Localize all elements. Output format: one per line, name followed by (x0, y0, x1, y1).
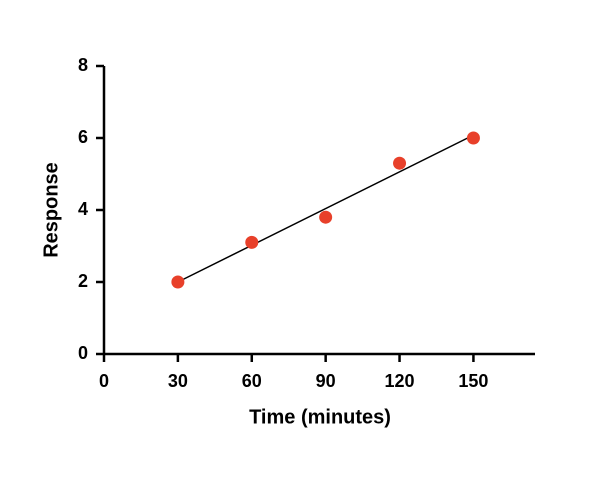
x-tick-label: 120 (385, 371, 415, 391)
y-tick-label: 2 (78, 271, 88, 291)
x-tick-label: 150 (458, 371, 488, 391)
data-point (319, 210, 333, 224)
y-tick-label: 0 (78, 343, 88, 363)
x-tick-label: 0 (99, 371, 109, 391)
data-point (245, 235, 259, 249)
y-tick-label: 4 (78, 199, 88, 219)
data-point (171, 275, 185, 289)
y-axis-label: Response (40, 162, 62, 258)
x-tick-label: 30 (168, 371, 188, 391)
x-tick-label: 60 (242, 371, 262, 391)
y-tick-label: 8 (78, 55, 88, 75)
data-point (393, 156, 407, 170)
x-tick-label: 90 (316, 371, 336, 391)
data-point (466, 131, 480, 145)
x-axis-label: Time (minutes) (249, 406, 391, 428)
y-tick-label: 6 (78, 127, 88, 147)
fit-line (177, 134, 474, 283)
